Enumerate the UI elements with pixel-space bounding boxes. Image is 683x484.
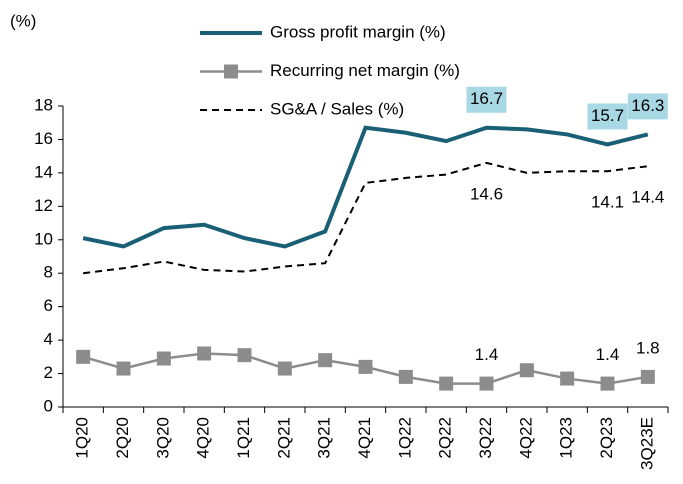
y-tick-label: 2: [44, 363, 53, 382]
data-label: 15.7: [591, 106, 624, 125]
x-tick-label: 3Q21: [315, 417, 334, 459]
x-tick-label: 1Q22: [395, 417, 414, 459]
marker: [519, 363, 534, 378]
x-tick-label: 3Q23E: [637, 417, 656, 470]
data-label: 1.8: [636, 338, 660, 357]
y-tick-label: 12: [34, 196, 53, 215]
legend-label: Recurring net margin (%): [270, 61, 460, 80]
y-tick-label: 0: [44, 396, 53, 415]
x-tick-label: 3Q20: [153, 417, 172, 459]
y-axis-label: (%): [10, 11, 36, 30]
x-tick-label: 2Q21: [274, 417, 293, 459]
y-tick-label: 8: [44, 263, 53, 282]
marker: [237, 348, 252, 363]
legend-label: SG&A / Sales (%): [270, 99, 404, 118]
x-tick-label: 4Q22: [516, 417, 535, 459]
legend-marker: [224, 64, 238, 79]
data-label: 16.7: [470, 89, 503, 108]
marker: [318, 353, 333, 368]
y-tick-label: 16: [34, 129, 53, 148]
x-tick-label: 2Q22: [436, 417, 455, 459]
y-tick-label: 6: [44, 296, 53, 315]
series-line: [82, 125, 649, 249]
x-tick-label: 2Q20: [113, 417, 132, 459]
marker: [560, 371, 575, 386]
marker: [197, 346, 212, 361]
y-tick-label: 4: [44, 330, 53, 349]
x-tick-label: 1Q21: [234, 417, 253, 459]
x-tick-label: 1Q23: [557, 417, 576, 459]
y-tick-label: 14: [34, 162, 53, 181]
marker: [156, 351, 171, 366]
marker: [277, 361, 292, 376]
data-label: 1.4: [596, 345, 620, 364]
marker: [76, 349, 91, 364]
x-tick-label: 2Q23: [597, 417, 616, 459]
marker: [398, 369, 413, 384]
data-label: 14.4: [631, 188, 664, 207]
series-line: [83, 161, 648, 275]
x-tick-label: 3Q22: [476, 417, 495, 459]
y-tick-label: 10: [34, 229, 53, 248]
label-box: [587, 103, 628, 130]
data-label: 14.6: [470, 184, 503, 203]
y-tick-label: 18: [34, 95, 53, 114]
legend-label: Gross profit margin (%): [270, 22, 446, 41]
marker: [600, 376, 615, 391]
marker: [358, 359, 373, 374]
data-label: 14.1: [591, 193, 624, 212]
marker: [640, 369, 655, 384]
marker: [479, 376, 494, 391]
data-label: 16.3: [631, 96, 664, 115]
marker: [439, 376, 454, 391]
label-box: [627, 93, 668, 120]
marker: [116, 361, 131, 376]
label-box: [466, 86, 507, 113]
data-label: 1.4: [475, 345, 499, 364]
x-tick-label: 4Q20: [194, 417, 213, 459]
x-tick-label: 1Q20: [73, 417, 92, 459]
x-tick-label: 4Q21: [355, 417, 374, 459]
